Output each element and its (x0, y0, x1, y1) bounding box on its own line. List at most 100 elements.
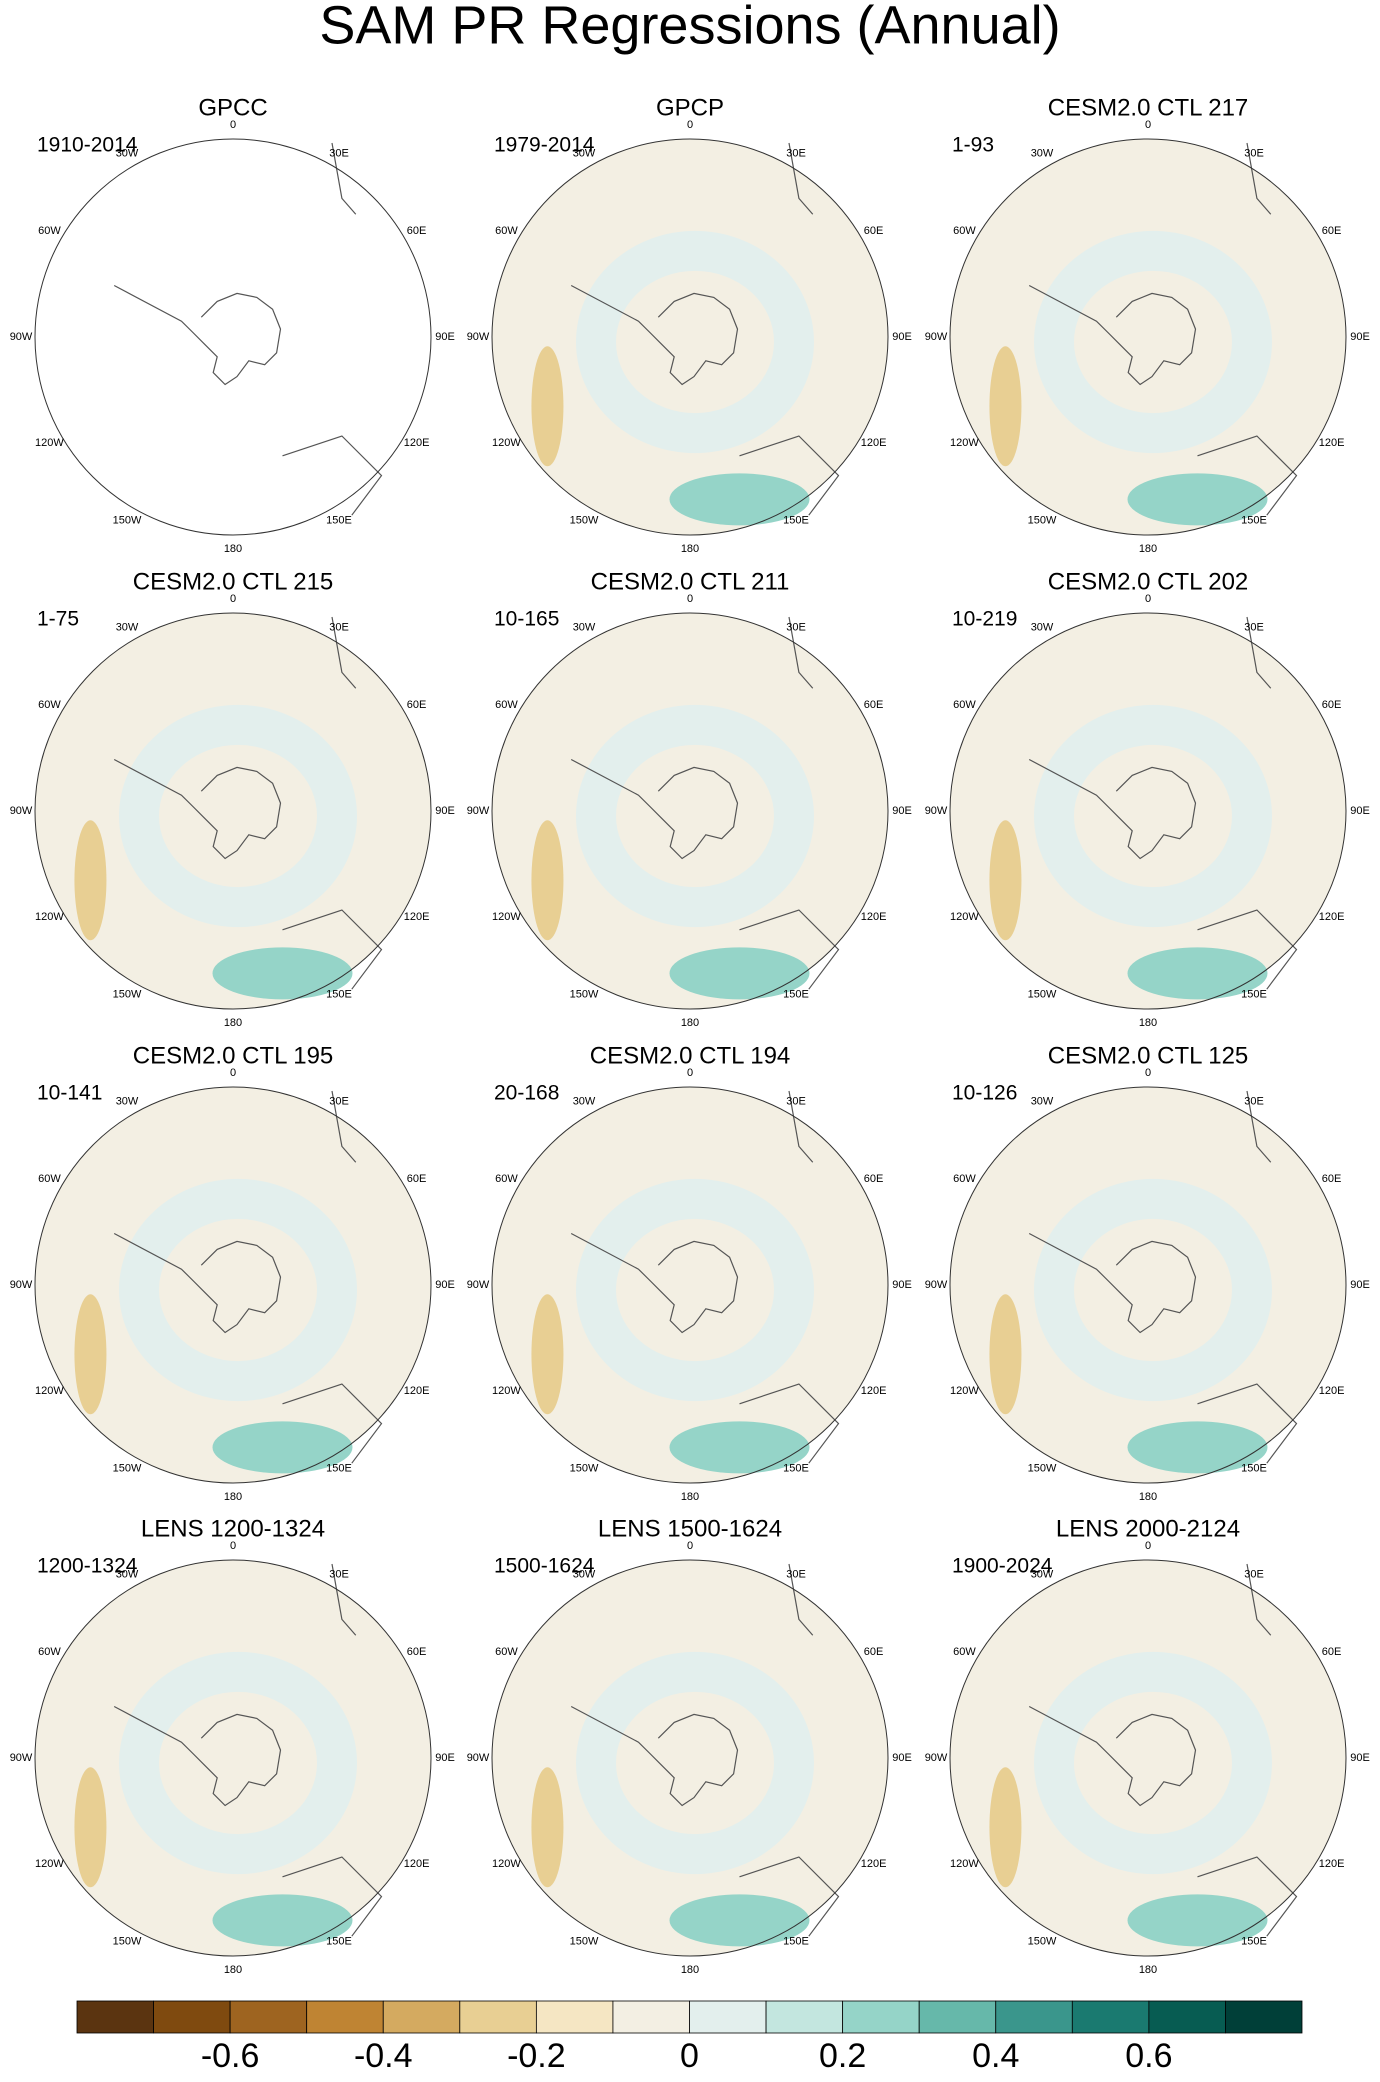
map-panel: GPCP 1979-2014 0 30E 60E 90E 120E 150E 180 150W 12… (467, 94, 912, 555)
longitude-label: 30E (1244, 621, 1264, 633)
map-disk (35, 139, 431, 535)
longitude-label: 120W (950, 911, 979, 923)
map-border (949, 1086, 1347, 1484)
longitude-label: 180 (681, 1964, 699, 1976)
longitude-label: 120E (404, 1858, 430, 1870)
longitude-label: 60W (953, 699, 976, 711)
longitude-label: 60E (407, 225, 427, 237)
coastline (282, 1856, 383, 1937)
longitude-label: 30W (116, 1095, 139, 1107)
map-shading (669, 473, 810, 526)
longitude-label: 60W (953, 225, 976, 237)
map-shading (1127, 947, 1268, 1000)
coastline (570, 284, 739, 386)
longitude-label: 60E (1322, 225, 1342, 237)
longitude-label: 90W (467, 1279, 490, 1291)
coastline (788, 616, 814, 689)
longitude-label: 150E (326, 989, 352, 1001)
longitude-label: 30E (1244, 1568, 1264, 1580)
coastline (331, 1090, 357, 1163)
longitude-label: 150W (1028, 1936, 1057, 1948)
colorbar-box (76, 2000, 154, 2034)
map-shading (989, 1294, 1022, 1415)
map-shading (1127, 1894, 1268, 1947)
coastline (1246, 616, 1272, 689)
coastline (1246, 1090, 1272, 1163)
longitude-label: 30E (329, 1095, 349, 1107)
longitude-label: 0 (230, 1540, 236, 1552)
longitude-label: 150E (783, 1936, 809, 1948)
map-shading (1127, 473, 1268, 526)
longitude-label: 120W (35, 911, 64, 923)
longitude-label: 60E (407, 1646, 427, 1658)
map-shading (1034, 704, 1272, 928)
map-shading (669, 1421, 810, 1474)
colorbar-box (459, 2000, 537, 2034)
longitude-label: 30E (1244, 1095, 1264, 1107)
longitude-label: 60W (38, 225, 61, 237)
longitude-label: 60W (38, 699, 61, 711)
colorbar-box (153, 2000, 231, 2034)
longitude-label: 90W (925, 331, 948, 343)
longitude-label: 120E (861, 1858, 887, 1870)
longitude-label: 30W (573, 1095, 596, 1107)
map-disk (35, 1560, 431, 1956)
map-shading (212, 1421, 353, 1474)
coastline (1028, 284, 1197, 386)
longitude-label: 60W (495, 1646, 518, 1658)
coastline (113, 758, 282, 860)
longitude-label: 150E (1241, 1936, 1267, 1948)
coastline (113, 284, 282, 386)
map-border (34, 138, 432, 536)
panel-period: 20-168 (494, 1082, 559, 1105)
longitude-label: 30E (1244, 147, 1264, 159)
longitude-label: 0 (687, 119, 693, 131)
coastline (1028, 1232, 1197, 1334)
figure-title: SAM PR Regressions (Annual) (319, 0, 1060, 55)
longitude-label: 150W (570, 989, 599, 1001)
longitude-label: 90E (435, 331, 455, 343)
longitude-label: 0 (230, 1067, 236, 1079)
longitude-label: 90W (925, 1752, 948, 1764)
map-shading (74, 1767, 107, 1888)
coastline (282, 435, 383, 516)
longitude-label: 30E (786, 147, 806, 159)
longitude-label: 90W (925, 805, 948, 817)
panel-title: CESM2.0 CTL 194 (590, 1042, 791, 1069)
longitude-label: 90W (467, 1752, 490, 1764)
longitude-label: 30W (116, 621, 139, 633)
map-shading (1034, 1651, 1272, 1875)
longitude-label: 0 (230, 119, 236, 131)
longitude-label: 60E (1322, 1173, 1342, 1185)
panel-title: LENS 1500-1624 (598, 1515, 782, 1542)
longitude-label: 30E (786, 1095, 806, 1107)
longitude-label: 150W (113, 1463, 142, 1475)
longitude-label: 180 (1139, 1017, 1157, 1029)
longitude-label: 30W (1031, 621, 1054, 633)
coastline (788, 142, 814, 215)
map-panel: CESM2.0 CTL 125 10-126 0 30E 60E 90E 120E 150E 1… (925, 1042, 1370, 1503)
coastline (570, 758, 739, 860)
map-border (34, 612, 432, 1010)
longitude-label: 60E (407, 1173, 427, 1185)
longitude-label: 150E (1241, 515, 1267, 527)
longitude-label: 30W (1031, 1095, 1054, 1107)
longitude-label: 60W (495, 1173, 518, 1185)
coastline (1197, 1383, 1298, 1464)
map-border (34, 1559, 432, 1957)
map-border (949, 1559, 1347, 1957)
colorbar-box (689, 2000, 767, 2034)
colorbar-box (995, 2000, 1073, 2034)
longitude-label: 180 (224, 1491, 242, 1503)
longitude-label: 60E (1322, 1646, 1342, 1658)
map-shading (119, 704, 357, 928)
longitude-label: 180 (1139, 543, 1157, 555)
longitude-label: 30W (116, 147, 139, 159)
map-shading (531, 346, 564, 467)
longitude-label: 150W (113, 515, 142, 527)
longitude-label: 90E (892, 1279, 912, 1291)
longitude-label: 0 (1145, 593, 1151, 605)
panel-period: 10-165 (494, 608, 559, 631)
panel-title: LENS 1200-1324 (141, 1515, 325, 1542)
longitude-label: 60E (864, 699, 884, 711)
